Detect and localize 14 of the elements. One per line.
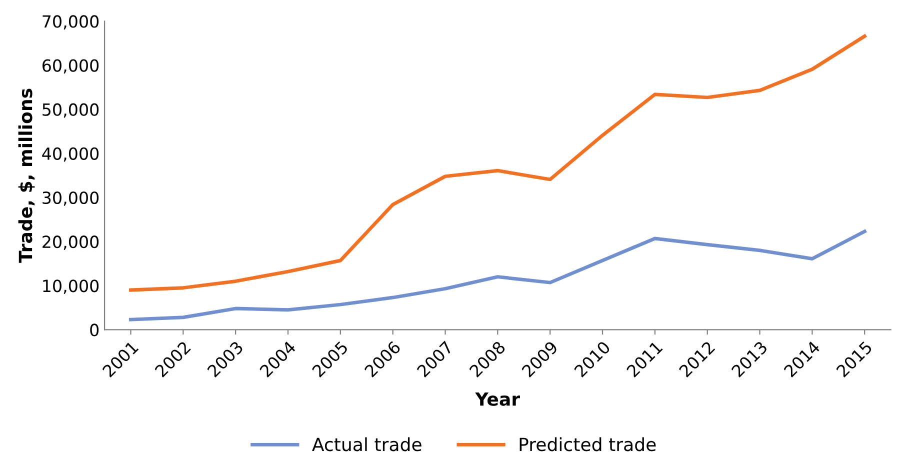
- y-tick-label: 10,000: [43, 280, 99, 294]
- legend-label: Actual trade: [312, 437, 422, 452]
- y-tick-label: 40,000: [42, 147, 99, 162]
- y-tick-label: 60,000: [42, 59, 99, 74]
- y-tick-label: 70,000: [42, 15, 99, 30]
- x-axis-title: Year: [475, 392, 520, 406]
- line-series: [129, 230, 866, 322]
- legend-label: Predicted trade: [520, 437, 656, 452]
- y-tick-label: 50,000: [42, 103, 99, 118]
- y-axis-title: Trade, $, millions: [18, 88, 35, 263]
- line-series: [129, 34, 866, 292]
- y-tick-label: 30,000: [42, 191, 99, 206]
- y-tick-label: 20,000: [42, 236, 99, 250]
- y-tick-label: 0: [90, 324, 99, 336]
